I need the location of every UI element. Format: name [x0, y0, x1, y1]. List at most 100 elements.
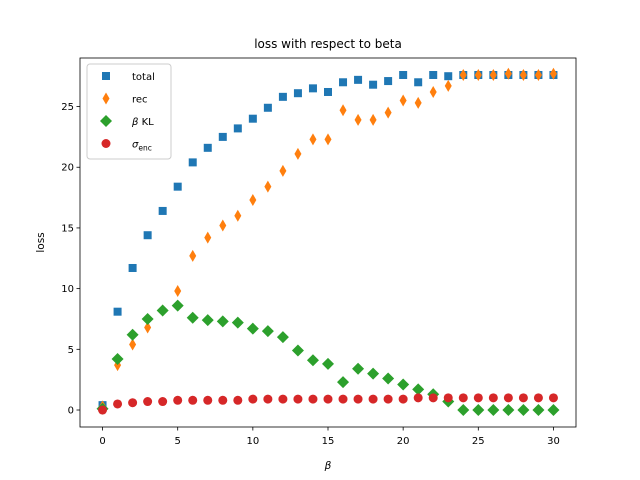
data-point — [279, 164, 287, 177]
data-point — [111, 353, 124, 366]
data-point — [354, 113, 362, 126]
data-point — [458, 393, 468, 403]
legend-label: σenc — [132, 140, 152, 153]
data-point — [322, 357, 334, 370]
chart-title: loss with respect to beta — [254, 37, 402, 51]
data-point — [323, 394, 333, 404]
legend: total rec β KL σenc — [86, 63, 172, 160]
legend-label: total — [132, 72, 155, 83]
data-point — [278, 394, 288, 404]
x-tick-label: 5 — [175, 436, 181, 447]
data-point — [549, 67, 557, 80]
data-point — [263, 394, 273, 404]
data-point — [352, 362, 365, 375]
data-point — [504, 67, 512, 80]
y-tick-label: 0 — [68, 406, 74, 417]
data-point — [248, 114, 257, 123]
data-point — [173, 395, 183, 405]
data-point — [547, 404, 560, 417]
data-point — [502, 404, 515, 417]
y-tick-label: 10 — [61, 284, 74, 295]
data-point — [173, 182, 182, 191]
data-point — [113, 307, 122, 316]
data-point — [548, 393, 558, 403]
data-point — [144, 321, 152, 334]
data-point — [473, 393, 483, 403]
plot-area — [96, 67, 560, 417]
data-point — [261, 325, 274, 338]
legend-marker — [102, 92, 110, 105]
data-point — [233, 124, 242, 133]
data-point — [128, 398, 138, 408]
data-point — [414, 96, 422, 109]
x-axis-label: β — [324, 460, 332, 472]
data-point — [489, 68, 497, 81]
y-axis-label: loss — [35, 232, 47, 252]
data-point — [414, 78, 423, 87]
data-point — [517, 404, 530, 417]
y-tick-label: 5 — [68, 345, 74, 356]
data-point — [472, 404, 485, 417]
data-point — [533, 393, 543, 403]
data-point — [444, 72, 453, 81]
data-point — [141, 312, 154, 325]
data-point — [384, 77, 393, 86]
y-tick-label: 15 — [61, 223, 74, 234]
data-point — [203, 143, 212, 152]
data-point — [113, 399, 123, 409]
data-point — [129, 338, 137, 351]
data-point — [293, 394, 303, 404]
data-point — [488, 393, 498, 403]
x-tick-label: 0 — [99, 436, 105, 447]
data-point — [369, 80, 378, 89]
data-point — [246, 322, 259, 335]
data-point — [399, 70, 408, 79]
data-point — [337, 376, 350, 389]
legend-marker — [101, 139, 111, 148]
data-point — [249, 194, 257, 207]
data-point — [233, 395, 243, 405]
data-point — [98, 405, 108, 415]
x-axis: 0 5 10 15 20 25 30 — [99, 427, 560, 447]
data-point — [413, 393, 423, 403]
data-point — [457, 404, 470, 417]
data-point — [398, 394, 408, 404]
data-point — [368, 394, 378, 404]
data-point — [171, 299, 184, 312]
data-point — [216, 315, 229, 328]
data-point — [474, 68, 482, 81]
data-point — [309, 133, 317, 146]
data-point — [203, 395, 213, 405]
data-point — [324, 133, 332, 146]
x-tick-label: 10 — [246, 436, 259, 447]
data-point — [444, 79, 452, 92]
data-point — [204, 231, 212, 244]
legend-label: β KL — [131, 117, 154, 128]
data-point — [429, 70, 438, 79]
data-point — [201, 314, 214, 327]
data-point — [231, 316, 244, 329]
data-point — [412, 383, 425, 396]
data-point — [399, 94, 407, 107]
data-point — [339, 104, 347, 117]
data-point — [308, 84, 317, 93]
data-point — [382, 372, 395, 385]
data-point — [306, 354, 319, 367]
data-point — [532, 404, 545, 417]
data-point — [353, 394, 363, 404]
data-point — [294, 147, 302, 160]
data-point — [186, 311, 199, 324]
data-point — [128, 263, 137, 272]
data-point — [518, 393, 528, 403]
data-point — [126, 328, 139, 341]
legend-marker — [102, 72, 110, 80]
series--3 — [98, 393, 558, 415]
data-point — [519, 68, 527, 81]
data-point — [218, 132, 227, 141]
data-point — [503, 393, 513, 403]
data-point — [369, 113, 377, 126]
data-point — [428, 393, 438, 403]
data-point — [293, 89, 302, 98]
data-point — [158, 397, 168, 407]
